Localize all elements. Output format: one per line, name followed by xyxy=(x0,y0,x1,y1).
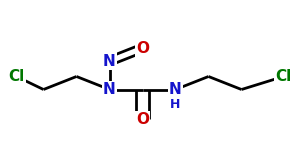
Text: N: N xyxy=(103,82,116,97)
Text: N: N xyxy=(169,82,182,97)
Text: Cl: Cl xyxy=(8,69,25,84)
Text: O: O xyxy=(136,41,149,56)
Text: N: N xyxy=(169,82,182,97)
Text: O: O xyxy=(136,112,149,127)
Text: H: H xyxy=(170,98,181,110)
Text: N: N xyxy=(103,54,116,69)
Text: Cl: Cl xyxy=(275,69,292,84)
